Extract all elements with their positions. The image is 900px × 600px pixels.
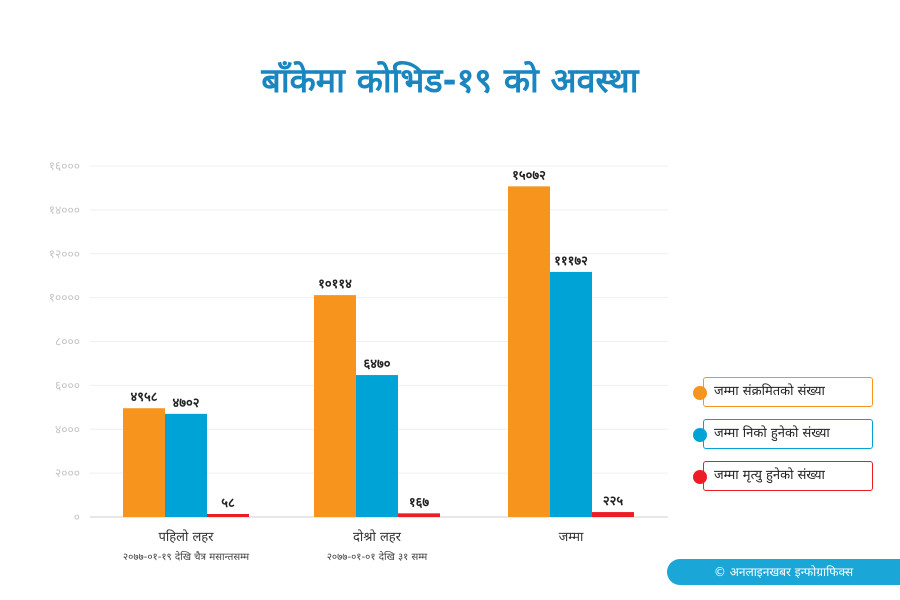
y-tick-label: १२००० [49,247,80,261]
bar-value-label: ६४७० [363,357,390,372]
bar [207,514,249,517]
bar-value-label: १५०७२ [512,168,546,183]
legend-label-deaths: जम्मा मृत्यु हुनेको संख्या [703,461,873,491]
legend-item-recovered: जम्मा निको हुनेको संख्या [693,419,883,451]
y-tick-label: १०००० [49,291,80,305]
y-tick-label: २००० [55,466,80,480]
bar-value-label: ५८ [221,496,235,511]
y-tick-label: ६००० [55,378,80,392]
bar [550,271,592,517]
legend-item-infected: जम्मा संक्रमितको संख्या [693,377,883,409]
legend-label-recovered: जम्मा निको हुनेको संख्या [703,419,873,449]
bar-value-label: ४७०२ [172,396,199,411]
bar-value-label: १०११४ [318,277,352,292]
bar [398,513,440,517]
legend-item-deaths: जम्मा मृत्यु हुनेको संख्या [693,461,883,493]
x-category-label: जम्मा [559,530,584,545]
x-category-label: दोश्रो लहर [353,529,402,545]
bar [123,408,165,517]
x-category-sublabel: २०७७-०१-०१ देखि ३१ सम्म [327,551,429,563]
y-tick-label: ० [74,510,80,524]
bar-value-label: २२५ [603,494,624,509]
y-tick-label: १६००० [49,159,80,173]
credit-badge: © अनलाइनखबर इन्फोग्राफिक्स [667,559,900,585]
bar-value-label: १११७२ [554,254,588,269]
bar [165,413,207,517]
bar-value-label: १६७ [409,495,430,510]
y-tick-label: १४००० [49,203,80,217]
y-tick-label: ४००० [55,422,80,436]
chart-title: बाँकेमा कोभिड-१९ को अवस्था [261,61,639,101]
bar [508,186,550,517]
bar [592,512,634,517]
x-category-sublabel: २०७७-०१-१९ देखि चैत्र मसान्तसम्म [123,551,250,563]
x-category-label: पहिलो लहर [158,529,214,545]
bar-value-label: ४९५८ [130,390,157,405]
legend-label-infected: जम्मा संक्रमितको संख्या [703,377,873,407]
bar [314,295,356,517]
legend: जम्मा संक्रमितको संख्या जम्मा निको हुनेक… [693,377,883,503]
y-tick-label: ८००० [55,335,80,349]
bar [356,375,398,517]
